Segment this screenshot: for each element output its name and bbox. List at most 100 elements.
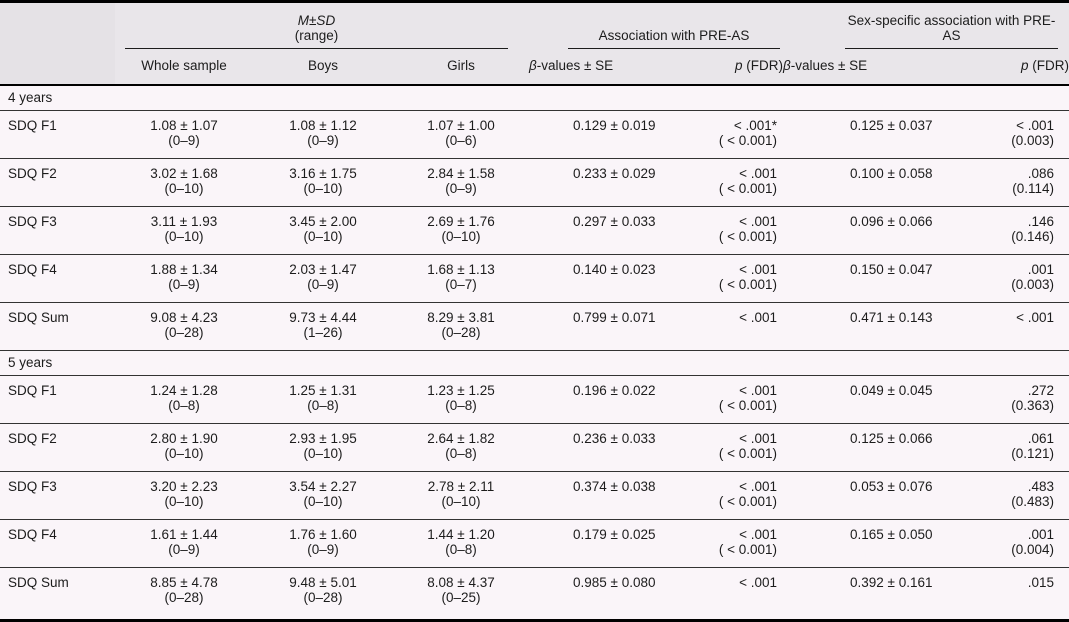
- cell-line: (0–28): [441, 325, 481, 340]
- cell-line: ( < 0.001): [718, 133, 777, 148]
- cell-line: 0.297 ± 0.033: [573, 214, 656, 229]
- cell-girls: 2.64 ± 1.82 (0–8): [393, 424, 529, 472]
- cell-line: (0–25): [441, 590, 481, 605]
- row-label: SDQ F4: [8, 527, 57, 542]
- cell-line: ( < 0.001): [718, 446, 777, 461]
- cell-assoc-beta: 0.196 ± 0.022: [529, 376, 677, 424]
- table-row: SDQ F2 2.80 ± 1.90 (0–10) 2.93 ± 1.95 (0–1…: [0, 424, 1069, 472]
- cell-sex-p: < .001: [945, 303, 1069, 351]
- row-label: SDQ F2: [8, 431, 57, 446]
- group-title-association-text: Association with PRE-AS: [598, 28, 750, 43]
- cell-assoc-p: < .001( < 0.001): [677, 376, 783, 424]
- cell-girls: 8.29 ± 3.81 (0–28): [393, 303, 529, 351]
- cell-girls: 1.44 ± 1.20 (0–8): [393, 520, 529, 568]
- cell-line: .146: [1027, 214, 1054, 229]
- cell-assoc-p: < .001( < 0.001): [677, 207, 783, 255]
- statistics-table: M±SD (range) Association with PRE-AS Sex…: [0, 3, 1069, 615]
- p-label-rest: (FDR): [742, 58, 783, 73]
- cell-assoc-p: < .001( < 0.001): [677, 520, 783, 568]
- cell-line: 1.07 ± 1.00: [427, 118, 495, 133]
- cell-line: (0.003): [1011, 277, 1054, 292]
- cell-sex-beta: 0.392 ± 0.161: [783, 568, 945, 616]
- cell-whole-sample: 1.88 ± 1.34 (0–9): [115, 255, 253, 303]
- cell-sex-beta: 0.150 ± 0.047: [783, 255, 945, 303]
- cell-line: 3.20 ± 2.23: [150, 479, 218, 494]
- cell-whole-sample: 3.11 ± 1.93 (0–10): [115, 207, 253, 255]
- cell-line: 8.08 ± 4.37: [427, 575, 495, 590]
- section-label: 5 years: [8, 355, 53, 370]
- cell-line: .483: [1027, 479, 1054, 494]
- cell-line: 0.236 ± 0.033: [573, 431, 656, 446]
- cell-line: < .001: [739, 383, 777, 398]
- cell-assoc-beta: 0.140 ± 0.023: [529, 255, 677, 303]
- cell-line: (0–10): [303, 446, 343, 461]
- cell-line: (0–8): [445, 542, 477, 557]
- cell-sex-beta: 0.471 ± 0.143: [783, 303, 945, 351]
- cell-line: ( < 0.001): [718, 398, 777, 413]
- p-symbol: p: [734, 58, 743, 73]
- cell-boys: 9.73 ± 4.44 (1–26): [253, 303, 393, 351]
- cell-girls: 1.68 ± 1.13 (0–7): [393, 255, 529, 303]
- col-header-sex-beta: β-values ± SE: [783, 49, 945, 85]
- cell-boys: 1.08 ± 1.12 (0–9): [253, 111, 393, 159]
- cell-sex-p: .001 (0.003): [945, 255, 1069, 303]
- cell-sex-beta: 0.049 ± 0.045: [783, 376, 945, 424]
- cell-line: [677, 590, 777, 605]
- cell-line: (0–9): [168, 133, 200, 148]
- cell-line: (0–28): [164, 325, 204, 340]
- row-label: SDQ F3: [8, 214, 57, 229]
- cell-sex-beta: 0.125 ± 0.037: [783, 111, 945, 159]
- cell-whole-sample: 9.08 ± 4.23 (0–28): [115, 303, 253, 351]
- table-row: SDQ F1 1.08 ± 1.07 (0–9) 1.08 ± 1.12 (0–9)…: [0, 111, 1069, 159]
- cell-boys: 3.45 ± 2.00 (0–10): [253, 207, 393, 255]
- group-title-msd: M±SD (range): [125, 13, 508, 49]
- group-header-sex-specific: Sex-specific association with PRE-AS: [783, 3, 1069, 49]
- cell-line: (0–9): [307, 542, 339, 557]
- cell-line: 2.69 ± 1.76: [427, 214, 495, 229]
- cell-line: 8.85 ± 4.78: [150, 575, 218, 590]
- cell-line: 3.02 ± 1.68: [150, 166, 218, 181]
- cell-sex-p: .086 (0.114): [945, 159, 1069, 207]
- cell-line: .061: [1027, 431, 1054, 446]
- cell-line: ( < 0.001): [718, 181, 777, 196]
- cell-line: 0.165 ± 0.050: [850, 527, 933, 542]
- col-header-sex-p: p (FDR): [945, 49, 1069, 85]
- cell-whole-sample: 3.20 ± 2.23 (0–10): [115, 472, 253, 520]
- cell-line: (0–8): [445, 446, 477, 461]
- cell-line: < .001: [739, 431, 777, 446]
- cell-line: (0–9): [307, 277, 339, 292]
- cell-girls: 1.23 ± 1.25 (0–8): [393, 376, 529, 424]
- table-row: SDQ Sum 9.08 ± 4.23 (0–28) 9.73 ± 4.44 (1–…: [0, 303, 1069, 351]
- cell-line: 2.03 ± 1.47: [289, 262, 357, 277]
- cell-line: 0.125 ± 0.066: [850, 431, 933, 446]
- cell-assoc-p: < .001: [677, 303, 783, 351]
- cell-line: 2.84 ± 1.58: [427, 166, 495, 181]
- cell-sex-p: .483 (0.483): [945, 472, 1069, 520]
- cell-sex-beta: 0.053 ± 0.076: [783, 472, 945, 520]
- cell-boys: 1.76 ± 1.60 (0–9): [253, 520, 393, 568]
- cell-line: 1.61 ± 1.44: [150, 527, 218, 542]
- cell-line: 0.392 ± 0.161: [850, 575, 933, 590]
- cell-line: 0.985 ± 0.080: [573, 575, 656, 590]
- cell-line: ( < 0.001): [718, 229, 777, 244]
- cell-assoc-beta: 0.233 ± 0.029: [529, 159, 677, 207]
- cell-line: ( < 0.001): [718, 277, 777, 292]
- cell-line: 1.25 ± 1.31: [289, 383, 357, 398]
- cell-girls: 2.69 ± 1.76 (0–10): [393, 207, 529, 255]
- cell-line: [677, 325, 777, 340]
- cell-line: .015: [1027, 575, 1054, 590]
- cell-sex-p: .272 (0.363): [945, 376, 1069, 424]
- cell-line: < .001: [739, 479, 777, 494]
- column-header-row: Whole sample Boys Girls β-values ± SE p …: [0, 49, 1069, 85]
- cell-sex-p: .001 (0.004): [945, 520, 1069, 568]
- cell-assoc-p: < .001( < 0.001): [677, 255, 783, 303]
- cell-line: .086: [1027, 166, 1054, 181]
- cell-sex-p: < .001 (0.003): [945, 111, 1069, 159]
- cell-assoc-p: < .001( < 0.001): [677, 159, 783, 207]
- cell-girls: 2.84 ± 1.58 (0–9): [393, 159, 529, 207]
- group-title-sex-specific-text: Sex-specific association with PRE-AS: [847, 13, 1056, 43]
- cell-line: (0–10): [441, 229, 481, 244]
- cell-line: (0–8): [445, 398, 477, 413]
- cell-assoc-p: < .001: [677, 568, 783, 616]
- cell-line: 0.374 ± 0.038: [573, 479, 656, 494]
